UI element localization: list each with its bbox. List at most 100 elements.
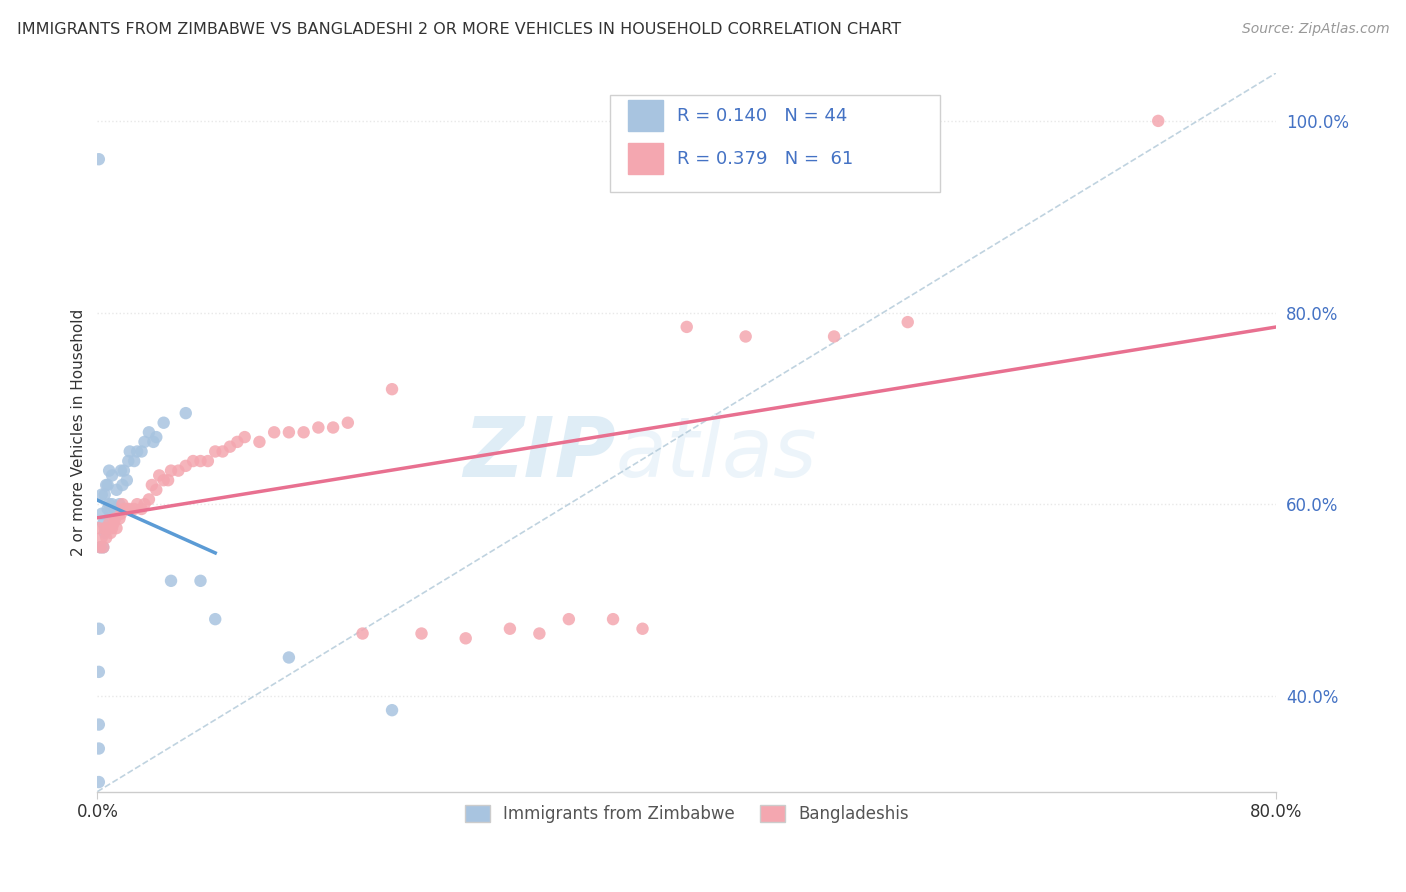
Point xyxy=(499,622,522,636)
Y-axis label: 2 or more Vehicles in Household: 2 or more Vehicles in Household xyxy=(72,309,86,556)
Point xyxy=(174,458,197,473)
Point xyxy=(90,487,112,501)
Point xyxy=(108,497,131,511)
Point xyxy=(97,502,120,516)
Point xyxy=(134,497,156,511)
Point xyxy=(115,502,138,516)
Point xyxy=(734,329,756,343)
Point xyxy=(152,416,174,430)
Point xyxy=(93,525,115,540)
Point xyxy=(98,516,121,531)
Point xyxy=(98,497,121,511)
Point xyxy=(87,717,110,731)
Point xyxy=(631,622,654,636)
Point xyxy=(145,483,167,497)
Point xyxy=(100,507,122,521)
Text: R = 0.140   N = 44: R = 0.140 N = 44 xyxy=(678,107,848,125)
Point xyxy=(263,425,285,440)
Point xyxy=(104,511,127,525)
Point xyxy=(118,444,141,458)
Point xyxy=(105,483,128,497)
Point xyxy=(89,541,111,555)
Point xyxy=(197,454,219,468)
Point xyxy=(96,531,118,545)
FancyBboxPatch shape xyxy=(610,95,941,192)
Point xyxy=(96,478,118,492)
Point xyxy=(141,478,163,492)
Point xyxy=(1147,114,1170,128)
Point xyxy=(112,464,135,478)
Point xyxy=(87,665,110,679)
Point xyxy=(90,507,112,521)
Text: atlas: atlas xyxy=(616,413,818,494)
Point xyxy=(131,502,153,516)
Text: IMMIGRANTS FROM ZIMBABWE VS BANGLADESHI 2 OR MORE VEHICLES IN HOUSEHOLD CORRELAT: IMMIGRANTS FROM ZIMBABWE VS BANGLADESHI … xyxy=(17,22,901,37)
Point xyxy=(142,434,165,449)
Point xyxy=(277,650,299,665)
Point xyxy=(181,454,204,468)
Point xyxy=(322,420,344,434)
Point xyxy=(167,464,190,478)
Point xyxy=(454,632,477,646)
Point xyxy=(219,440,242,454)
Point xyxy=(160,574,183,588)
Point xyxy=(110,464,132,478)
Point xyxy=(226,434,249,449)
Point xyxy=(823,329,845,343)
Point xyxy=(127,444,149,458)
Point xyxy=(148,468,170,483)
Point xyxy=(381,382,404,396)
Bar xyxy=(628,143,664,174)
Point xyxy=(90,531,112,545)
Point xyxy=(233,430,256,444)
Point xyxy=(145,430,167,444)
Point xyxy=(122,454,145,468)
Point xyxy=(101,497,124,511)
Point xyxy=(160,464,183,478)
Point xyxy=(675,319,697,334)
Point xyxy=(292,425,315,440)
Point xyxy=(204,444,226,458)
Point xyxy=(87,622,110,636)
Point xyxy=(118,502,141,516)
Point xyxy=(97,521,120,535)
Point xyxy=(174,406,197,420)
Point xyxy=(100,525,122,540)
Text: ZIP: ZIP xyxy=(464,413,616,494)
Point xyxy=(602,612,624,626)
Point xyxy=(211,444,233,458)
Point xyxy=(157,473,180,487)
Point xyxy=(204,612,226,626)
Point xyxy=(87,775,110,789)
Point xyxy=(108,511,131,525)
Point xyxy=(131,444,153,458)
Point xyxy=(93,521,115,535)
Point xyxy=(101,521,124,535)
Point xyxy=(336,416,359,430)
Point xyxy=(111,478,134,492)
Point xyxy=(98,464,121,478)
Point xyxy=(93,487,115,501)
Text: Source: ZipAtlas.com: Source: ZipAtlas.com xyxy=(1241,22,1389,37)
Point xyxy=(307,420,329,434)
Point xyxy=(87,741,110,756)
Point xyxy=(91,541,114,555)
Point xyxy=(97,478,120,492)
Point xyxy=(91,516,114,531)
Point xyxy=(117,454,139,468)
Point xyxy=(381,703,404,717)
Point xyxy=(138,425,160,440)
Point xyxy=(111,497,134,511)
Point xyxy=(897,315,920,329)
Point xyxy=(122,502,145,516)
Point xyxy=(110,507,132,521)
Point xyxy=(87,152,110,166)
Point xyxy=(190,574,212,588)
Point xyxy=(138,492,160,507)
Legend: Immigrants from Zimbabwe, Bangladeshis: Immigrants from Zimbabwe, Bangladeshis xyxy=(458,798,915,830)
Point xyxy=(277,425,299,440)
Point xyxy=(529,626,551,640)
Point xyxy=(127,497,149,511)
Point xyxy=(101,468,124,483)
Point xyxy=(89,541,111,555)
